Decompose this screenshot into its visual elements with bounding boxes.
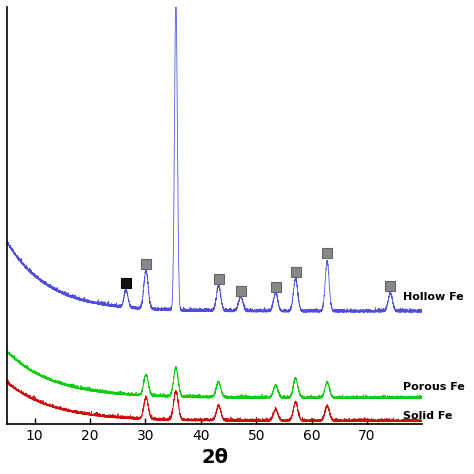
Text: Solid Fe: Solid Fe bbox=[403, 411, 453, 421]
Text: Porous Fe: Porous Fe bbox=[403, 382, 465, 392]
X-axis label: 2θ: 2θ bbox=[201, 448, 228, 467]
Text: Hollow Fe: Hollow Fe bbox=[403, 292, 464, 302]
